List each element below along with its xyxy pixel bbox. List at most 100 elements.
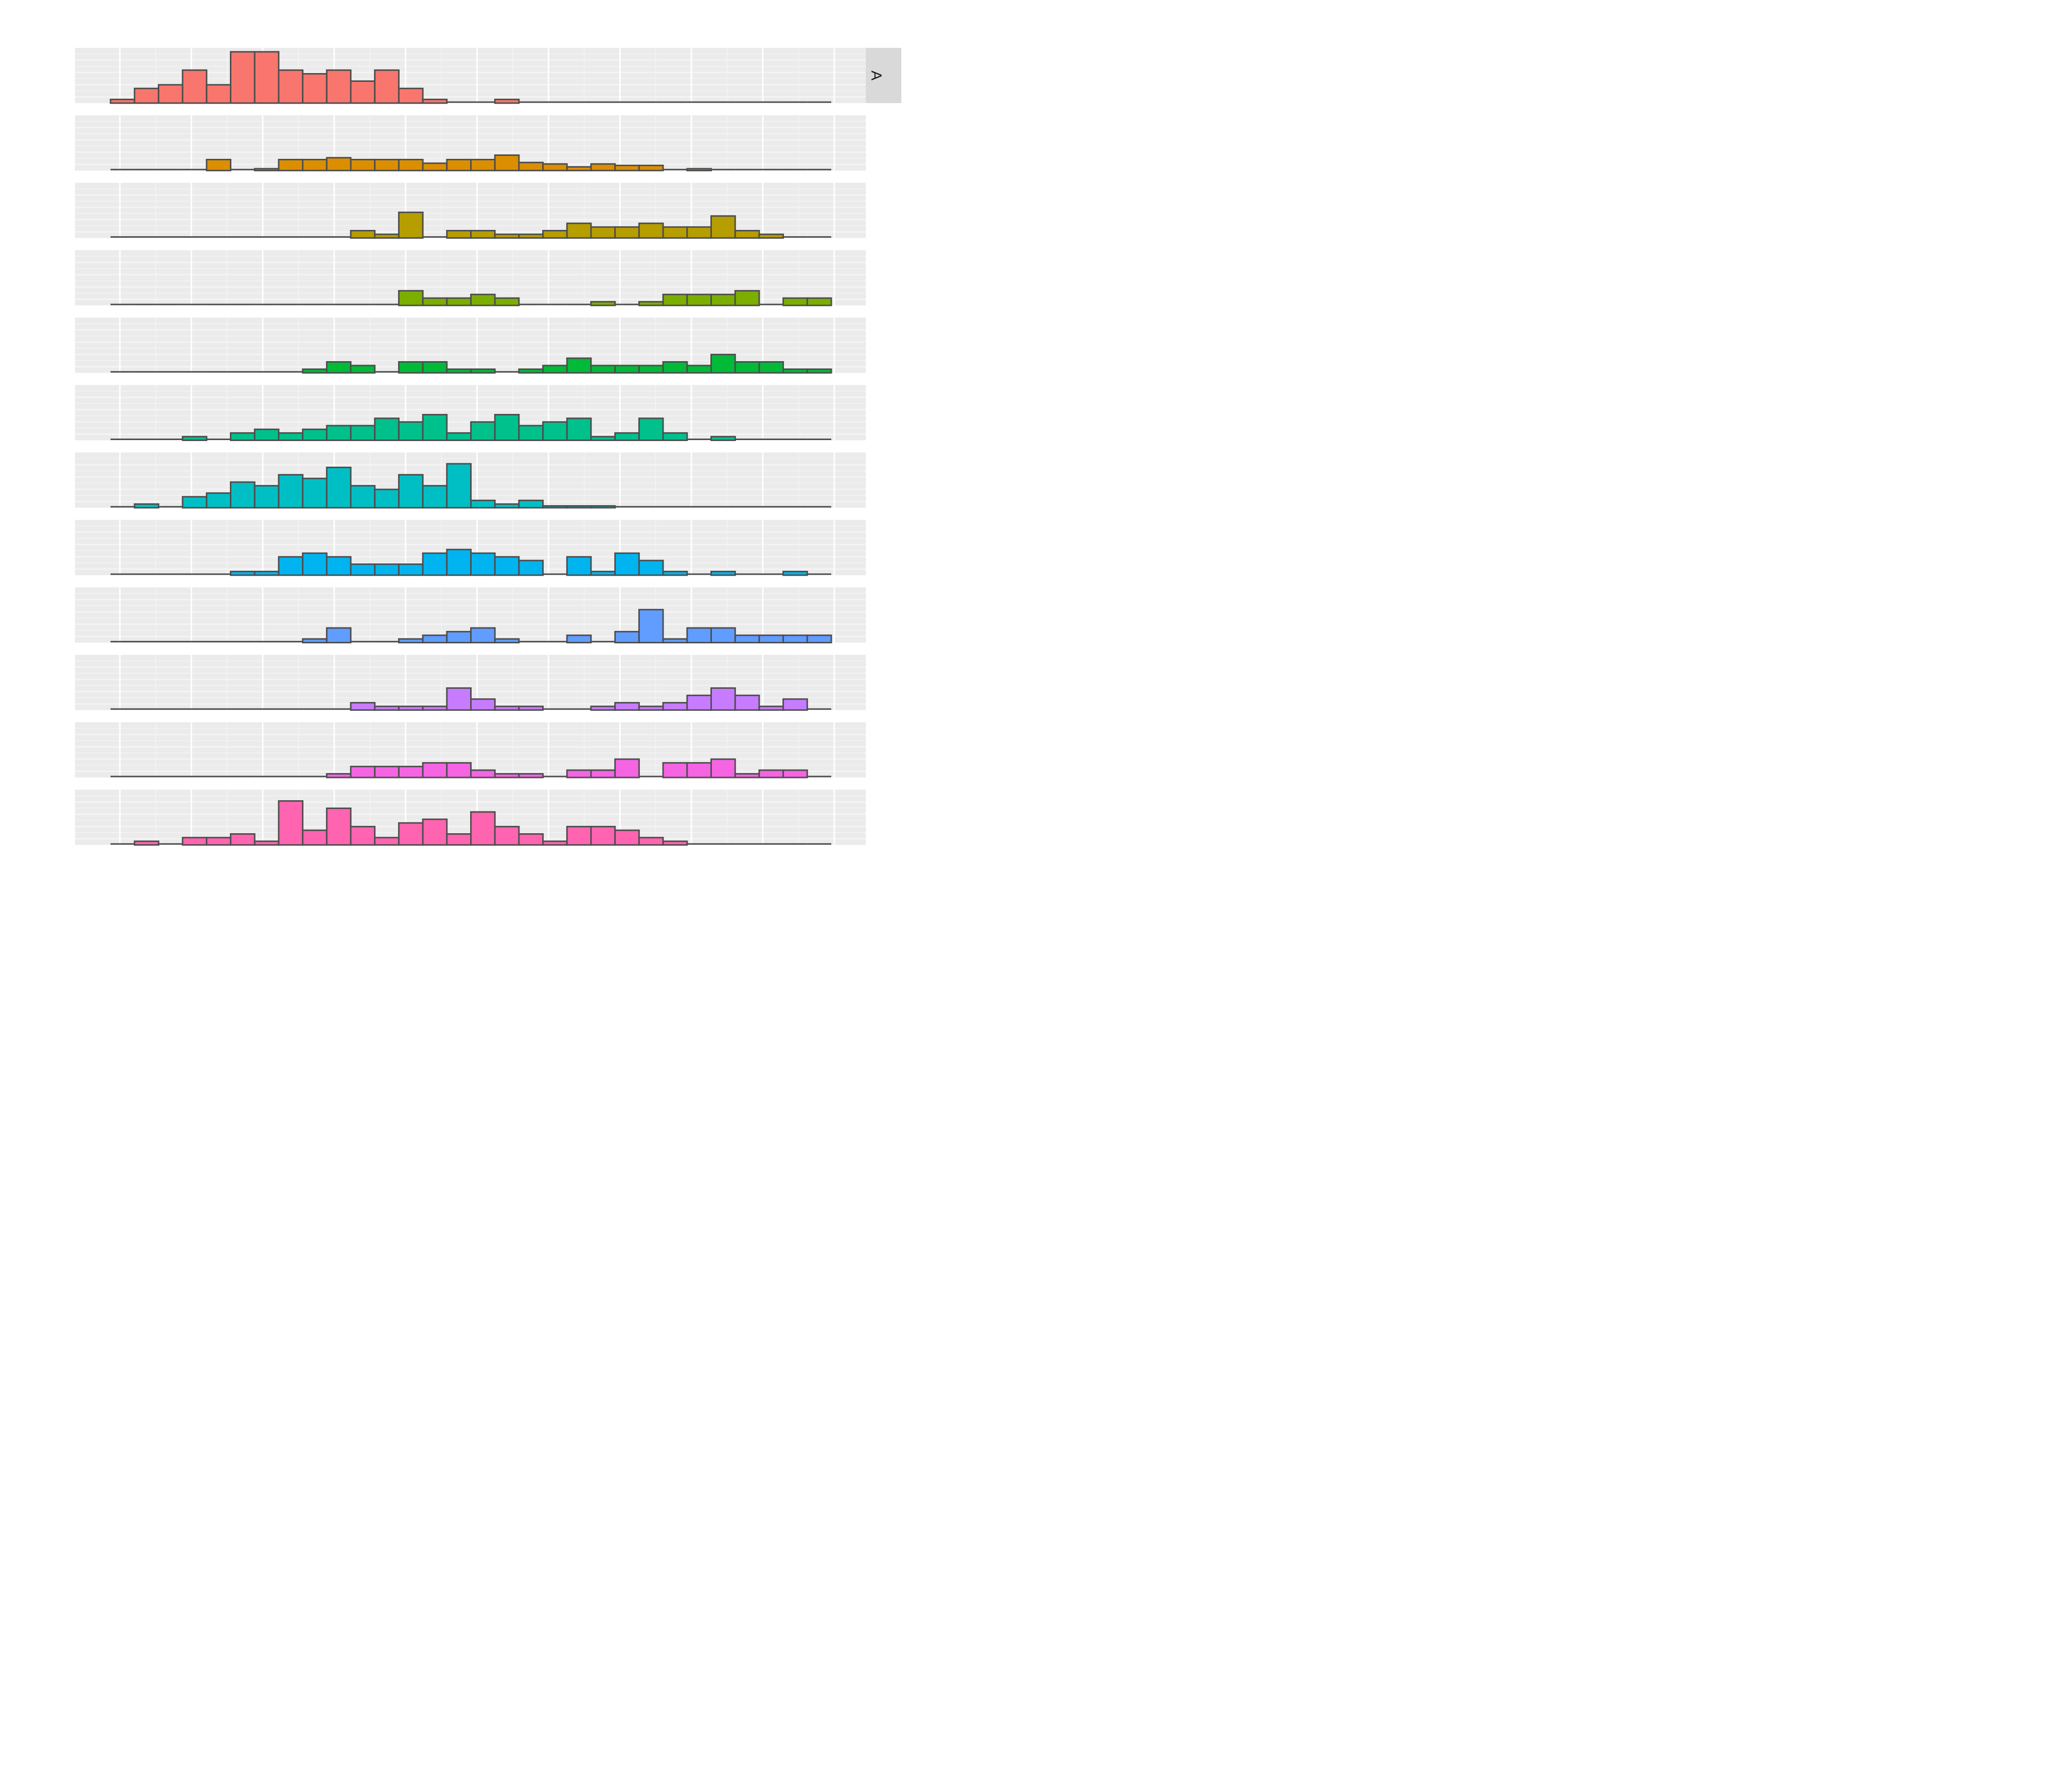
histogram-bar [494, 826, 520, 846]
histogram-bar [494, 503, 520, 509]
histogram-bar [254, 428, 280, 442]
histogram-bar [230, 570, 256, 576]
histogram-bar [230, 432, 256, 442]
histogram-bar [734, 230, 760, 239]
histogram-bar [686, 294, 712, 306]
histogram-bar [758, 361, 784, 374]
histogram-bar [614, 758, 640, 778]
histogram-bar [686, 226, 712, 239]
histogram-bar [518, 773, 544, 778]
histogram-bar [662, 702, 688, 711]
histogram-bar [614, 552, 640, 576]
histogram-bar [278, 800, 304, 846]
histogram-bar [494, 556, 520, 576]
histogram-bar [470, 698, 496, 711]
histogram-bar [422, 705, 448, 711]
histogram-bar [542, 365, 568, 374]
histogram-bar [494, 297, 520, 306]
histogram-bar [374, 563, 400, 576]
histogram-bar [590, 505, 616, 509]
facet-panel [75, 48, 866, 104]
histogram-bar [157, 84, 184, 104]
histogram-bar [806, 297, 832, 306]
histogram-bar [278, 474, 304, 509]
histogram-bar [446, 463, 472, 509]
histogram-bar [326, 361, 352, 374]
histogram-bar [638, 705, 664, 711]
histogram-bar [254, 570, 280, 576]
histogram-bar [518, 705, 544, 711]
histogram-bar [662, 570, 688, 576]
histogram-bar [806, 368, 832, 374]
histogram-bar [374, 417, 400, 442]
histogram-bar [782, 297, 808, 306]
histogram-bar [302, 829, 328, 846]
histogram-bar [446, 432, 472, 442]
histogram-bar [686, 695, 712, 711]
histogram-bar [614, 630, 640, 644]
histogram-bar [470, 811, 496, 846]
histogram-bar [710, 627, 736, 644]
histogram-bar [398, 638, 424, 644]
histogram-bar [638, 365, 664, 374]
histogram-bar [662, 762, 688, 778]
histogram-bar [662, 294, 688, 306]
histogram-bar [542, 840, 568, 846]
histogram-bar [350, 826, 376, 846]
histogram-bar [470, 421, 496, 441]
histogram-bar [470, 552, 496, 576]
facet-panel [75, 385, 866, 442]
histogram-bar [662, 432, 688, 442]
histogram-bar [278, 158, 304, 172]
histogram-bar [374, 233, 400, 239]
histogram-bar [350, 485, 376, 509]
facet-panel [75, 317, 866, 374]
histogram-bar [398, 705, 424, 711]
histogram-bar [350, 80, 376, 104]
histogram-bar [590, 570, 616, 576]
histogram-bar [614, 432, 640, 442]
histogram-bar [254, 168, 280, 172]
facet-panel [75, 452, 866, 509]
histogram-bar [278, 432, 304, 442]
histogram-bar [518, 499, 544, 509]
histogram-bar [710, 687, 736, 711]
histogram-bar [422, 297, 448, 306]
histogram-bar [566, 769, 592, 778]
histogram-bar [494, 705, 520, 711]
histogram-bar [374, 158, 400, 172]
histogram-bar [758, 705, 784, 711]
facet-panel [75, 655, 866, 711]
histogram-bar [374, 766, 400, 778]
histogram-bar [494, 638, 520, 644]
histogram-bar [494, 773, 520, 778]
histogram-bar [518, 559, 544, 576]
histogram-bar [590, 826, 616, 846]
histogram-bar [422, 552, 448, 576]
histogram-bar [398, 361, 424, 374]
histogram-bar [326, 807, 352, 846]
histogram-bar [470, 294, 496, 306]
facet-panel [75, 722, 866, 778]
histogram-bar [734, 634, 760, 644]
histogram-bar [686, 627, 712, 644]
histogram-bar [254, 840, 280, 846]
histogram-bar [470, 499, 496, 509]
histogram-bar [350, 766, 376, 778]
histogram-bar [182, 69, 208, 104]
histogram-bar [230, 481, 256, 509]
histogram-bar [710, 436, 736, 441]
histogram-bar [470, 769, 496, 778]
histogram-bar [470, 158, 496, 172]
facet-strip: A [866, 48, 901, 103]
histogram-bar [302, 158, 328, 172]
facet-panel [75, 519, 866, 576]
histogram-bar [782, 570, 808, 576]
histogram-bar [782, 634, 808, 644]
histogram-bar [134, 503, 159, 509]
histogram-bar [758, 769, 784, 778]
histogram-bar [518, 368, 544, 374]
histogram-bar [446, 549, 472, 576]
histogram-bar [590, 436, 616, 441]
strip-label: A [868, 71, 885, 80]
